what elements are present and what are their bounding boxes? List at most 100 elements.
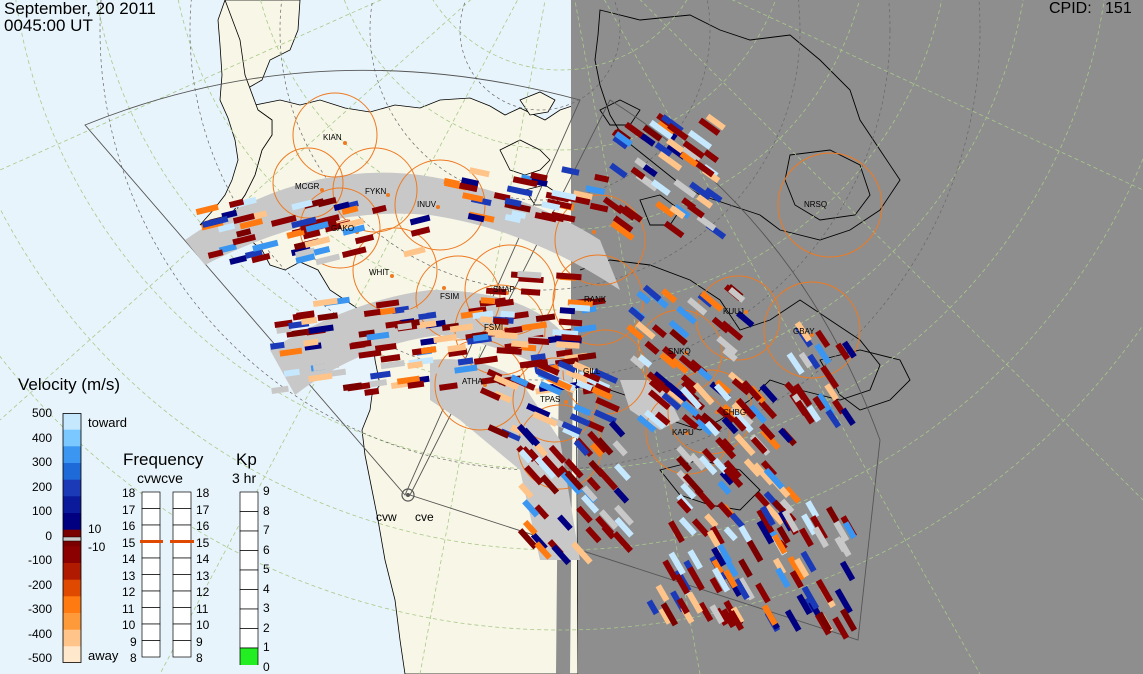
velocity-vector xyxy=(687,129,713,150)
velocity-vector xyxy=(438,382,458,391)
velocity-vector xyxy=(366,331,390,341)
velocity-vector xyxy=(407,361,423,370)
velocity-colorbar-frame xyxy=(62,413,82,663)
velocity-vector xyxy=(485,287,507,296)
velocity-vector xyxy=(594,382,612,395)
cpid-label: CPID: xyxy=(1049,0,1092,17)
velocity-vector xyxy=(814,343,832,365)
night-coastlines xyxy=(579,9,911,511)
velocity-vector xyxy=(229,255,247,265)
velocity-vector xyxy=(610,220,635,241)
velocity-vector xyxy=(378,307,396,316)
velocity-vector xyxy=(410,226,431,237)
velocity-vector xyxy=(704,513,719,529)
velocity-vector xyxy=(800,550,817,573)
frequency-cell xyxy=(141,574,161,592)
frequency-left-label: 16 xyxy=(122,519,136,533)
velocity-vector xyxy=(532,411,558,427)
station-label-kian: KIAN xyxy=(323,133,342,142)
velocity-vector xyxy=(561,166,580,176)
velocity-vector xyxy=(686,591,704,614)
velocity-vector xyxy=(274,319,293,329)
velocity-vector xyxy=(681,146,701,163)
velocity-vector xyxy=(305,221,329,233)
velocity-vector xyxy=(687,549,703,570)
velocity-vector xyxy=(754,491,770,508)
velocity-vector xyxy=(682,473,704,496)
velocity-vector xyxy=(709,604,725,625)
velocity-vector xyxy=(534,212,557,223)
velocity-vector xyxy=(380,359,405,370)
velocity-vector xyxy=(680,482,697,500)
velocity-vector xyxy=(614,463,631,482)
velocity-vector xyxy=(756,508,775,534)
velocity-vector xyxy=(630,166,646,180)
frequency-cell xyxy=(172,508,192,526)
frequency-cell xyxy=(141,640,161,658)
velocity-toward-label: toward xyxy=(88,415,128,430)
velocity-vector xyxy=(591,386,613,401)
velocity-vector xyxy=(522,499,540,518)
velocity-vector xyxy=(760,505,776,527)
velocity-tick-label: 200 xyxy=(31,480,52,494)
velocity-vector xyxy=(244,248,263,259)
velocity-vector xyxy=(614,504,634,526)
frequency-cell xyxy=(141,524,161,542)
velocity-vector xyxy=(654,142,673,158)
velocity-vector xyxy=(743,458,762,478)
velocity-vector xyxy=(333,201,350,212)
velocity-vector xyxy=(786,352,805,375)
velocity-vector xyxy=(447,343,467,353)
velocity-vector xyxy=(687,203,705,219)
velocity-vector xyxy=(731,378,751,396)
velocity-vector xyxy=(396,375,421,385)
velocity-vector xyxy=(713,383,732,402)
velocity-vector xyxy=(669,328,688,346)
velocity-vector xyxy=(655,584,670,603)
velocity-vector xyxy=(479,387,501,401)
velocity-vector xyxy=(775,567,791,589)
velocity-vector xyxy=(660,602,679,627)
velocity-vector xyxy=(636,414,657,433)
radar-label-cve: cve xyxy=(415,510,434,524)
velocity-color-segment xyxy=(63,546,81,564)
velocity-vector xyxy=(659,352,678,370)
velocity-vector xyxy=(721,416,739,435)
velocity-vector xyxy=(504,213,522,224)
velocity-vector xyxy=(535,313,556,323)
velocity-vector xyxy=(201,215,229,228)
ground-scatter-lower-label: -10 xyxy=(88,540,106,554)
velocity-vector xyxy=(586,476,601,492)
velocity-vector xyxy=(703,149,719,163)
velocity-vector xyxy=(374,342,397,352)
velocity-vector xyxy=(315,253,341,266)
velocity-vector xyxy=(833,520,850,543)
velocity-vector xyxy=(778,427,793,443)
ground-scatter-swatch xyxy=(62,536,82,542)
velocity-vector xyxy=(840,407,856,426)
station-label-fsim: FSIM xyxy=(440,292,460,301)
velocity-vector xyxy=(642,284,662,302)
velocity-vector xyxy=(577,352,597,361)
frequency-left-label: 12 xyxy=(122,585,136,599)
velocity-vector xyxy=(840,608,858,632)
velocity-vector xyxy=(341,205,359,216)
station-label-mcgr: MCGR xyxy=(295,182,320,191)
velocity-vector xyxy=(676,597,690,615)
velocity-tick-label: -200 xyxy=(27,578,52,592)
velocity-vector xyxy=(291,199,313,211)
velocity-vector xyxy=(651,324,667,339)
velocity-vector xyxy=(564,470,584,491)
velocity-vector xyxy=(720,320,744,341)
velocity-vector xyxy=(207,249,224,259)
velocity-vector xyxy=(820,365,840,390)
velocity-vector xyxy=(696,194,714,209)
velocity-vector xyxy=(556,348,573,358)
velocity-vector xyxy=(676,305,698,325)
velocity-vector xyxy=(593,409,617,425)
velocity-vector xyxy=(363,308,381,318)
frequency-left-label: 9 xyxy=(130,635,137,649)
velocity-vector xyxy=(660,288,678,304)
station-label-gill: GILL xyxy=(583,367,601,376)
